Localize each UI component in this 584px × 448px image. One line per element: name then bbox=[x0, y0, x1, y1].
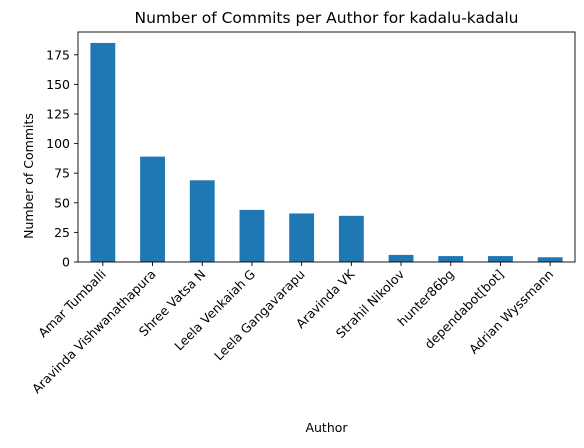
bar bbox=[189, 180, 215, 262]
y-tick-label: 75 bbox=[54, 166, 70, 181]
bar bbox=[488, 256, 513, 262]
bars-layer bbox=[90, 42, 563, 263]
bar bbox=[338, 215, 364, 262]
y-tick-label: 175 bbox=[46, 47, 70, 62]
y-tick-label: 125 bbox=[46, 106, 70, 121]
x-tick-label: Leela Gangavarapu bbox=[211, 267, 308, 364]
bar bbox=[537, 257, 563, 262]
bar bbox=[90, 42, 116, 263]
bar bbox=[140, 156, 165, 262]
y-tick-label: 150 bbox=[46, 77, 70, 92]
bar bbox=[289, 213, 315, 262]
y-axis-label: Number of Commits bbox=[21, 113, 36, 239]
bar bbox=[388, 254, 414, 262]
y-tick-label: 50 bbox=[54, 195, 70, 210]
y-tick-label: 100 bbox=[46, 136, 70, 151]
bar bbox=[438, 256, 464, 262]
chart-title: Number of Commits per Author for kadalu-… bbox=[135, 9, 519, 27]
x-tick-label: Adrian Wyssmann bbox=[466, 267, 556, 357]
bar bbox=[239, 209, 265, 262]
y-axis-ticks: 0 25 50 75 100 125 150 175 bbox=[46, 47, 78, 270]
plot-frame bbox=[77, 31, 576, 263]
y-tick-label: 0 bbox=[62, 255, 70, 270]
x-axis-label: Author bbox=[305, 420, 348, 435]
y-tick-label: 25 bbox=[54, 225, 70, 240]
